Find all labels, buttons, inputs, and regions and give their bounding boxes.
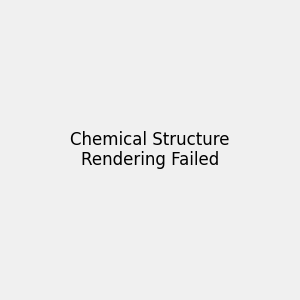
Text: Chemical Structure
Rendering Failed: Chemical Structure Rendering Failed (70, 130, 230, 170)
